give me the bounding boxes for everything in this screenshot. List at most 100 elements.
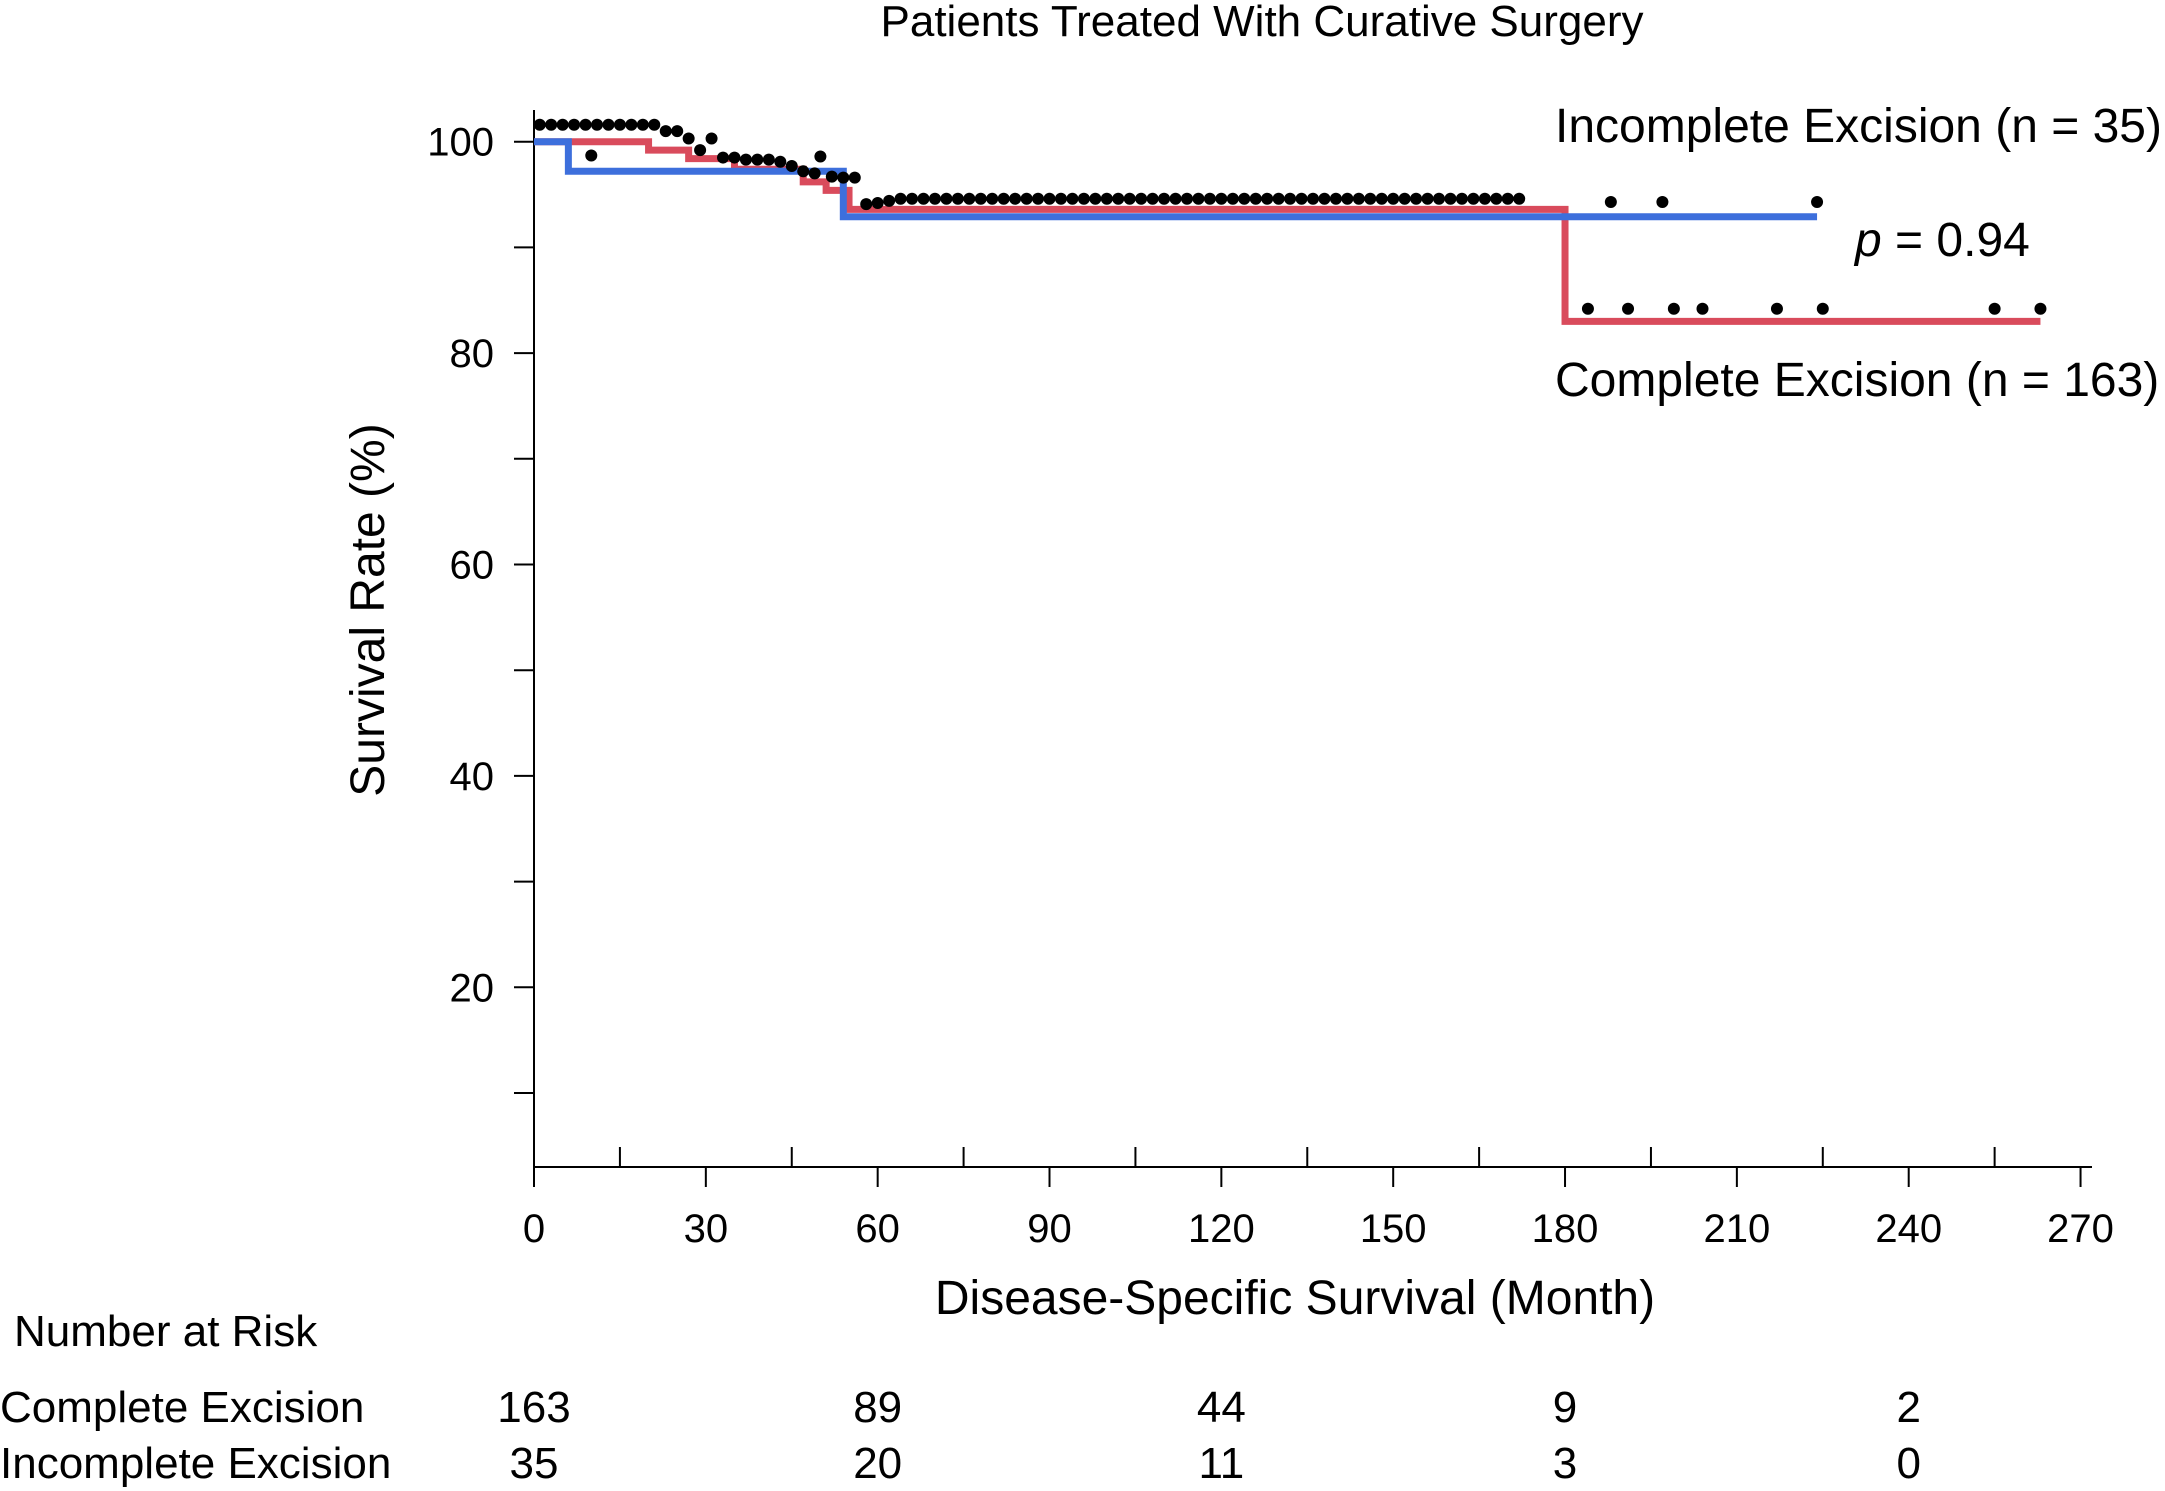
censor-mark <box>986 192 999 205</box>
censor-mark-complete <box>1696 302 1709 315</box>
x-tick-label: 0 <box>523 1207 545 1251</box>
censor-mark-complete <box>2034 302 2047 315</box>
risk-count: 3 <box>1553 1439 1577 1488</box>
censor-mark-incomplete <box>1811 195 1824 208</box>
risk-count: 20 <box>853 1439 902 1488</box>
survival-curves <box>534 138 2041 325</box>
censor-mark <box>556 118 569 131</box>
censor-mark <box>1455 192 1468 205</box>
censor-mark <box>974 192 987 205</box>
censor-mark <box>751 153 764 166</box>
censor-mark <box>1238 192 1251 205</box>
censor-mark <box>1249 192 1262 205</box>
censor-marks <box>533 118 2047 315</box>
risk-count: 89 <box>853 1383 902 1432</box>
p-value-annotation: p = 0.94 <box>1853 214 2030 267</box>
censor-mark <box>1421 192 1434 205</box>
x-axis-label: Disease-Specific Survival (Month) <box>935 1272 1655 1325</box>
censor-mark <box>1066 192 1079 205</box>
censor-mark <box>762 153 775 166</box>
censor-mark <box>1307 192 1319 205</box>
censor-mark <box>1501 192 1514 205</box>
censor-mark <box>1318 192 1331 205</box>
censor-mark <box>1375 192 1388 205</box>
censor-mark <box>579 118 592 131</box>
censor-mark <box>1295 192 1308 205</box>
censor-mark <box>1272 192 1285 205</box>
censor-mark-complete <box>1667 302 1680 315</box>
risk-row-label-incomplete: Incomplete Excision <box>0 1439 391 1488</box>
censor-mark <box>1513 192 1526 205</box>
censor-mark <box>613 118 626 131</box>
censor-mark <box>1192 192 1205 205</box>
censor-mark <box>671 125 684 138</box>
censor-mark-incomplete <box>1656 195 1669 208</box>
x-tick-label: 150 <box>1360 1207 1427 1251</box>
censor-mark-complete <box>1816 302 1829 315</box>
risk-count: 163 <box>497 1383 570 1432</box>
x-tick-label: 270 <box>2047 1207 2114 1251</box>
risk-count: 11 <box>1199 1439 1245 1488</box>
censor-mark <box>808 167 821 180</box>
y-tick-label: 60 <box>450 544 495 588</box>
censor-mark <box>1433 192 1446 205</box>
legend-incomplete-excision: Incomplete Excision (n = 35) <box>1555 100 2162 153</box>
x-tick-label: 180 <box>1532 1207 1599 1251</box>
number-at-risk-table: Number at Risk Complete Excision Incompl… <box>0 1307 1921 1488</box>
censor-mark <box>906 192 919 205</box>
censor-mark <box>1054 192 1067 205</box>
x-tick-label: 210 <box>1703 1207 1770 1251</box>
y-tick-label: 100 <box>427 121 494 165</box>
x-ticks: 0 30 60 90 120 150 180 210 240 270 <box>523 1147 2114 1251</box>
censor-mark <box>1020 192 1033 205</box>
censor-mark <box>659 125 672 138</box>
risk-count: 0 <box>1896 1439 1920 1488</box>
censor-mark <box>1158 192 1171 205</box>
censor-mark <box>883 194 896 207</box>
censor-mark <box>1410 192 1423 205</box>
censor-mark <box>1100 192 1113 205</box>
p-value-symbol: p <box>1853 214 1882 267</box>
censor-mark <box>1467 192 1480 205</box>
legend-complete-excision: Complete Excision (n = 163) <box>1555 354 2159 407</box>
censor-mark-complete <box>1622 302 1635 315</box>
risk-table-title: Number at Risk <box>14 1307 318 1356</box>
censor-mark-complete <box>1770 302 1783 315</box>
censor-mark <box>705 132 718 145</box>
y-tick-label: 20 <box>450 966 495 1010</box>
censor-mark-complete <box>1581 302 1594 315</box>
censor-mark <box>1444 192 1457 205</box>
censor-mark <box>963 192 976 205</box>
censor-mark <box>1112 192 1125 205</box>
censor-mark <box>928 192 941 205</box>
censor-mark <box>1364 192 1377 205</box>
censor-mark <box>1146 192 1159 205</box>
censor-mark <box>951 192 964 205</box>
censor-mark <box>1032 192 1045 205</box>
censor-mark <box>825 170 838 183</box>
censor-mark <box>591 118 604 131</box>
risk-count: 2 <box>1896 1383 1920 1432</box>
risk-count: 44 <box>1197 1383 1246 1432</box>
censor-mark <box>774 155 787 168</box>
censor-mark <box>636 118 649 131</box>
censor-mark <box>648 118 661 131</box>
censor-mark <box>1226 192 1239 205</box>
censor-mark <box>997 192 1010 205</box>
censor-mark <box>1341 192 1354 205</box>
censor-mark <box>785 160 798 173</box>
censor-mark <box>1089 192 1102 205</box>
censor-mark <box>625 118 638 131</box>
censor-mark <box>1490 192 1503 205</box>
curve-incomplete-excision <box>534 138 1818 221</box>
risk-count: 35 <box>510 1439 559 1488</box>
y-ticks: 20 40 60 80 100 <box>427 121 534 1095</box>
censor-mark <box>1387 192 1400 205</box>
censor-mark-incomplete <box>1604 195 1617 208</box>
chart-title: Patients Treated With Curative Surgery <box>881 0 1644 46</box>
censor-mark <box>1215 192 1228 205</box>
censor-mark <box>1284 192 1297 205</box>
y-axis-label: Survival Rate (%) <box>342 423 395 796</box>
x-tick-label: 120 <box>1188 1207 1255 1251</box>
censor-mark <box>1261 192 1274 205</box>
